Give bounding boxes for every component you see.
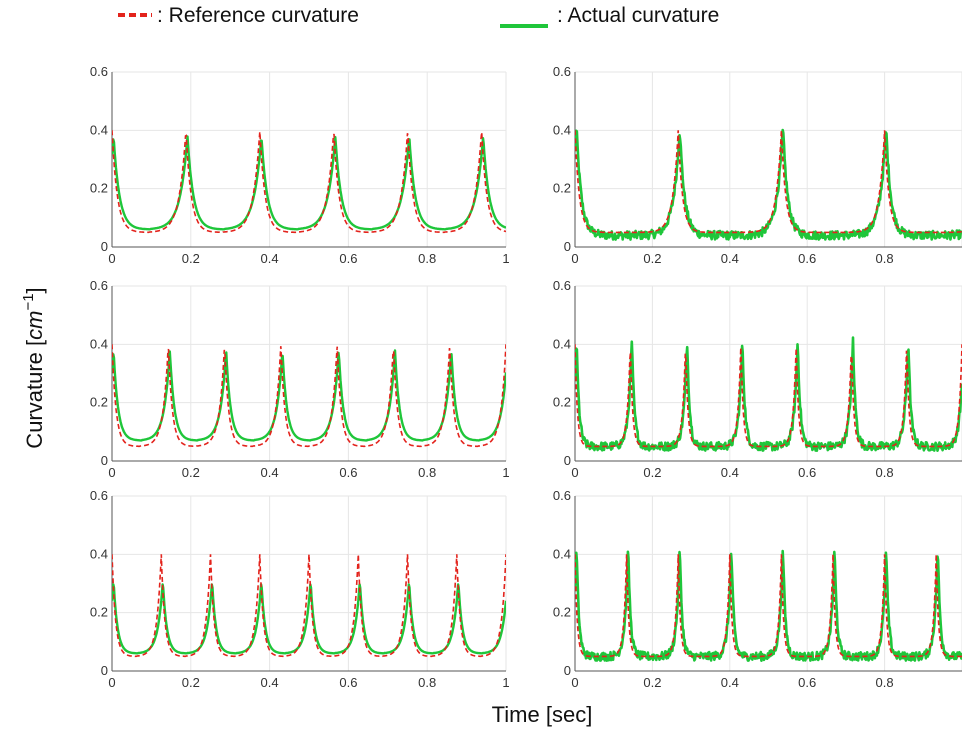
series-actual-curvature xyxy=(575,336,962,453)
x-tick-label: 0.6 xyxy=(798,465,816,480)
series-reference-curvature xyxy=(575,130,962,234)
x-tick-label: 0.8 xyxy=(418,675,436,690)
y-tick-label: 0.6 xyxy=(90,64,108,79)
y-tick-label: 0.6 xyxy=(90,488,108,503)
y-tick-label: 0.2 xyxy=(90,395,108,410)
y-tick-label: 0.4 xyxy=(553,336,571,351)
x-tick-label: 0.2 xyxy=(182,251,200,266)
y-axis-title-exponent: −1 xyxy=(20,293,37,310)
series-actual-curvature xyxy=(112,135,506,231)
panel-row3-right: 0 0.2 0.4 0.6 0 0.2 0.4 0.6 0.8 xyxy=(553,488,962,690)
y-tick-label: 0.2 xyxy=(90,181,108,196)
y-tick-label: 0.2 xyxy=(553,605,571,620)
x-axis-title: Time [sec] xyxy=(492,702,593,727)
y-tick-label: 0 xyxy=(564,239,571,254)
x-tick-label: 0.8 xyxy=(876,251,894,266)
series-reference-curvature xyxy=(112,130,506,234)
x-tick-label: 0 xyxy=(108,675,115,690)
y-tick-label: 0.2 xyxy=(90,605,108,620)
y-tick-label: 0 xyxy=(101,453,108,468)
y-tick-label: 0 xyxy=(564,453,571,468)
legend-reference-label: : Reference curvature xyxy=(157,4,359,27)
x-tick-label: 0 xyxy=(571,465,578,480)
y-tick-label: 0 xyxy=(101,239,108,254)
panel-row2-left: 0 0.2 0.4 0.6 0 0.2 0.4 0.6 0.8 1 xyxy=(90,278,510,480)
series-actual-curvature xyxy=(112,583,506,655)
y-axis-title: Curvature [cm−1] xyxy=(20,287,47,448)
x-tick-label: 0.2 xyxy=(643,465,661,480)
x-tick-label: 1 xyxy=(502,465,509,480)
y-tick-label: 0.4 xyxy=(90,122,108,137)
x-tick-label: 0 xyxy=(108,251,115,266)
y-axis-title-text: Curvature [ xyxy=(22,340,47,449)
y-tick-label: 0.4 xyxy=(90,336,108,351)
legend: : Reference curvature : Actual curvature xyxy=(118,4,719,28)
y-tick-label: 0 xyxy=(564,663,571,678)
y-axis-title-unit: cm xyxy=(22,311,47,340)
y-axis-title-close: ] xyxy=(22,287,47,293)
y-tick-label: 0.6 xyxy=(553,488,571,503)
panel-row3-left: 0 0.2 0.4 0.6 0 0.2 0.4 0.6 0.8 1 xyxy=(90,488,510,690)
x-tick-label: 0 xyxy=(571,675,578,690)
x-tick-label: 0.2 xyxy=(643,675,661,690)
x-tick-label: 0.8 xyxy=(876,675,894,690)
x-tick-label: 0.4 xyxy=(261,251,279,266)
x-tick-label: 0.6 xyxy=(798,675,816,690)
series-reference-curvature xyxy=(112,344,506,448)
x-tick-label: 0.4 xyxy=(261,465,279,480)
x-tick-label: 0.6 xyxy=(339,675,357,690)
series-reference-curvature xyxy=(112,554,506,658)
legend-actual-label: : Actual curvature xyxy=(557,4,719,27)
x-tick-label: 0.4 xyxy=(721,465,739,480)
y-tick-label: 0.6 xyxy=(90,278,108,293)
x-tick-label: 0.8 xyxy=(418,251,436,266)
x-tick-label: 0 xyxy=(571,251,578,266)
panel-row1-left: 0 0.2 0.4 0.6 0 0.2 0.4 0.6 0.8 1 xyxy=(90,64,510,266)
x-tick-label: 0.2 xyxy=(182,675,200,690)
x-tick-label: 0.2 xyxy=(643,251,661,266)
y-tick-label: 0.6 xyxy=(553,64,571,79)
x-tick-label: 0.8 xyxy=(876,465,894,480)
y-tick-label: 0.2 xyxy=(553,181,571,196)
x-tick-label: 0.8 xyxy=(418,465,436,480)
x-tick-label: 1 xyxy=(502,675,509,690)
series-actual-curvature xyxy=(575,128,962,241)
y-tick-label: 0.6 xyxy=(553,278,571,293)
y-tick-label: 0.4 xyxy=(553,546,571,561)
x-tick-label: 1 xyxy=(502,251,509,266)
y-tick-label: 0.4 xyxy=(90,546,108,561)
series-actual-curvature xyxy=(575,549,962,663)
x-tick-label: 0.4 xyxy=(261,675,279,690)
panels: 00.20.40.60 0.2 0.4 0.6 0.8 100.20.40.60 0.2 0.… xyxy=(90,64,962,690)
y-tick-label: 0.4 xyxy=(553,122,571,137)
x-tick-label: 0.4 xyxy=(721,675,739,690)
y-tick-label: 0.2 xyxy=(553,395,571,410)
y-tick-label: 0 xyxy=(101,663,108,678)
series-reference-curvature xyxy=(575,344,962,448)
x-tick-label: 0.4 xyxy=(721,251,739,266)
x-tick-label: 0.6 xyxy=(798,251,816,266)
series-reference-curvature xyxy=(575,554,962,658)
x-tick-label: 0.6 xyxy=(339,251,357,266)
x-tick-label: 0.6 xyxy=(339,465,357,480)
x-tick-label: 0.2 xyxy=(182,465,200,480)
x-tick-label: 0 xyxy=(108,465,115,480)
panel-row1-right: 0 0.2 0.4 0.6 0 0.2 0.4 0.6 0.8 xyxy=(553,64,962,266)
panel-row2-right: 0 0.2 0.4 0.6 0 0.2 0.4 0.6 0.8 xyxy=(553,278,962,480)
